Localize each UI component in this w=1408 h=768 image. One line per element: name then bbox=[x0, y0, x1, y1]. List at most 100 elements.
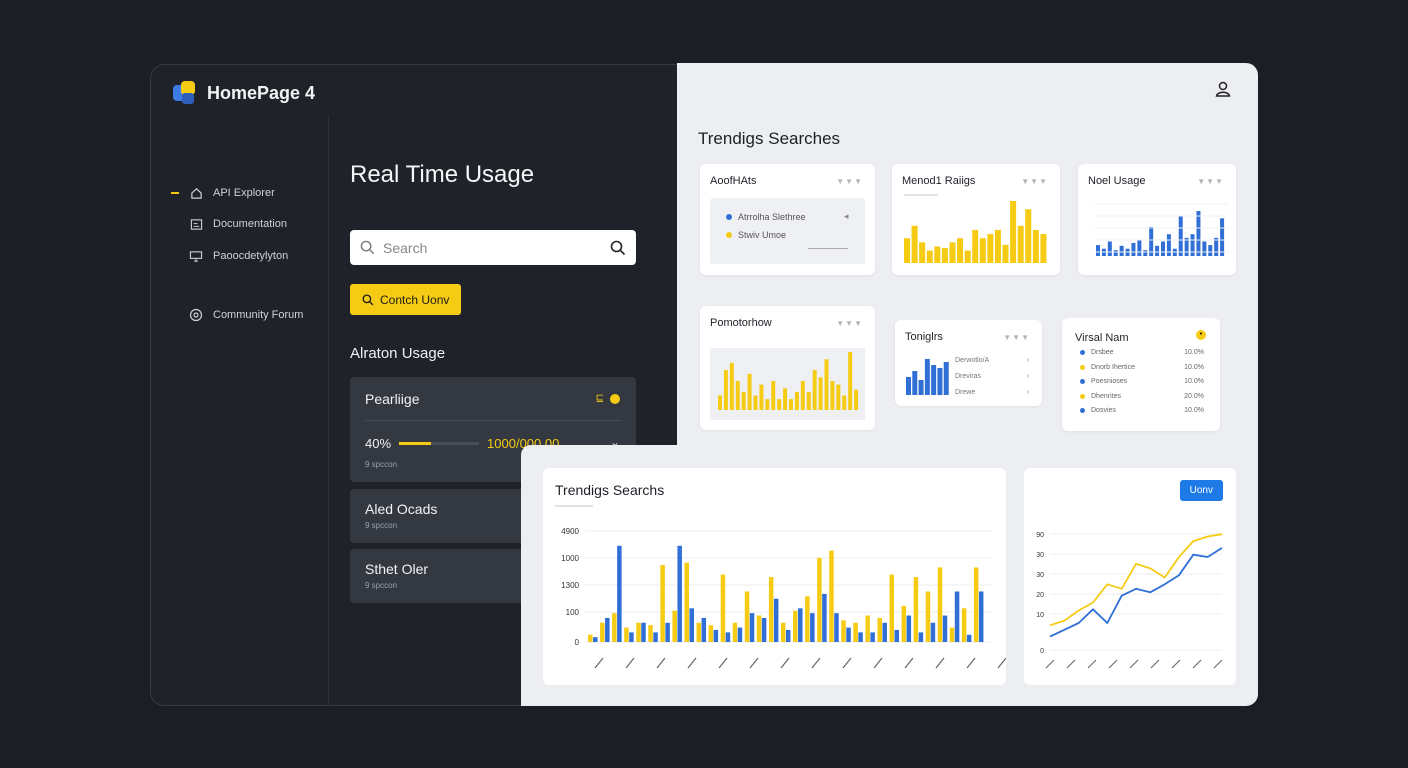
legend-item: Dnorb Ihertice 10.0% bbox=[1080, 364, 1204, 371]
bar bbox=[660, 565, 665, 642]
bar bbox=[1184, 237, 1189, 256]
card-menu[interactable]: ▼▼▼ bbox=[1021, 177, 1048, 186]
card-title: Virsal Nam bbox=[1075, 332, 1129, 344]
sidebar-item-label: Paoocdetylyton bbox=[213, 250, 289, 262]
bar bbox=[1143, 250, 1148, 256]
bar bbox=[957, 238, 964, 263]
x-tick-label bbox=[780, 657, 790, 669]
bar bbox=[930, 622, 936, 642]
bar bbox=[636, 622, 641, 642]
home-icon bbox=[189, 186, 203, 200]
legend-value: 10.0% bbox=[1184, 349, 1204, 356]
sidebar-item-paoocdetylyton[interactable]: Paoocdetylyton bbox=[171, 249, 288, 263]
card-title: Pomotorhow bbox=[710, 317, 772, 329]
bar-chart bbox=[904, 194, 1047, 263]
bar bbox=[806, 391, 811, 410]
circle-icon bbox=[189, 308, 203, 322]
legend-item: Dhenrites 20.0% bbox=[1080, 393, 1204, 400]
list-item[interactable]: Drewe › bbox=[955, 389, 1030, 396]
bar bbox=[924, 359, 930, 395]
line-chart: 90 30 30 20 10 0 bbox=[1036, 532, 1223, 669]
card-title: AoofHAts bbox=[710, 175, 757, 187]
x-tick-label bbox=[842, 657, 852, 669]
card-menu[interactable]: ▼▼▼ bbox=[1197, 177, 1224, 186]
sidebar-item-api-explorer[interactable]: API Explorer bbox=[171, 186, 275, 200]
bar bbox=[1208, 245, 1213, 256]
bar bbox=[641, 622, 646, 642]
bar bbox=[942, 615, 948, 642]
line-chart-card[interactable]: Uonv 90 30 30 20 10 0 bbox=[1024, 468, 1236, 685]
bar bbox=[848, 352, 853, 410]
card-title: Noel Usage bbox=[1088, 175, 1146, 187]
card-menu[interactable]: ▼▼▼ bbox=[1003, 333, 1030, 342]
bar bbox=[949, 627, 955, 642]
button-label: Contch Uonv bbox=[380, 292, 450, 307]
bar bbox=[961, 608, 967, 642]
trending-searches-card[interactable]: Trendigs Searchs 4900 1000 1300 100 0 bbox=[543, 468, 1006, 685]
x-tick-label bbox=[904, 657, 914, 669]
bar bbox=[749, 613, 755, 642]
mini-card-virsal-nam[interactable]: Virsal Nam • Drsbee 10.0% Dnorb Ihertice 10… bbox=[1062, 318, 1220, 431]
bulb-icon: • bbox=[1196, 330, 1206, 340]
bar bbox=[1010, 201, 1017, 263]
card-title: Menod1 Raiigs bbox=[902, 175, 976, 187]
y-tick-label: 30 bbox=[1036, 572, 1044, 579]
mini-card-pomotorhow[interactable]: Pomotorhow ▼▼▼ bbox=[700, 306, 875, 430]
list-item[interactable]: Derwotlo/A › bbox=[955, 357, 1030, 364]
card-menu[interactable]: ▼▼▼ bbox=[836, 177, 863, 186]
bar bbox=[1190, 234, 1195, 256]
bar bbox=[894, 629, 900, 642]
bar bbox=[785, 629, 791, 642]
search-input[interactable] bbox=[383, 239, 602, 256]
bar bbox=[1113, 250, 1118, 256]
mini-card-toniglrs[interactable]: Toniglrs ▼▼▼ Derwotlo/A › Dreviras › Drewe… bbox=[895, 320, 1042, 406]
card-menu[interactable]: ▼▼▼ bbox=[836, 319, 863, 328]
search-submit-icon[interactable] bbox=[610, 240, 626, 256]
x-tick-label bbox=[1150, 659, 1160, 669]
mini-card-aoofhats[interactable]: AoofHAts ▼▼▼ Atrrolha Slethree ◂ Stwiv U… bbox=[700, 164, 875, 275]
series-line bbox=[1049, 533, 1223, 627]
bar bbox=[771, 381, 776, 410]
bar bbox=[805, 596, 810, 642]
legend-dot bbox=[1080, 408, 1085, 413]
bar bbox=[882, 622, 887, 642]
bar bbox=[834, 613, 839, 642]
search-action-button[interactable]: Contch Uonv bbox=[350, 284, 462, 315]
status-icon: ⊑ bbox=[595, 393, 604, 404]
view-button[interactable]: Uonv bbox=[1179, 480, 1223, 501]
bar bbox=[768, 577, 774, 642]
progress-percent: 40% bbox=[365, 436, 392, 451]
bar bbox=[723, 370, 728, 410]
chevron-down-icon[interactable]: ⌄ bbox=[609, 435, 620, 449]
bar bbox=[889, 574, 895, 642]
bar-chart bbox=[1094, 203, 1228, 256]
bar bbox=[842, 395, 847, 410]
legend-value: 10.0% bbox=[1184, 407, 1204, 414]
brand: HomePage 4 bbox=[173, 81, 315, 105]
bar bbox=[1149, 226, 1154, 256]
sidebar-item-community-forum[interactable]: Community Forum bbox=[171, 308, 303, 322]
x-tick-label bbox=[656, 657, 666, 669]
bar bbox=[756, 615, 762, 642]
sidebar-item-documentation[interactable]: Documentation bbox=[171, 217, 287, 231]
bar bbox=[677, 545, 682, 642]
bar bbox=[941, 248, 948, 263]
search-bar[interactable] bbox=[350, 230, 636, 265]
legend-value: 10.0% bbox=[1184, 363, 1204, 371]
list-item[interactable]: Dreviras › bbox=[955, 373, 1030, 380]
bar bbox=[773, 598, 779, 642]
legend-item: Dosvies 10.0% bbox=[1080, 407, 1204, 414]
bar bbox=[696, 622, 702, 642]
bar bbox=[605, 617, 610, 642]
bar bbox=[926, 250, 933, 263]
x-tick-label bbox=[625, 657, 635, 669]
search-icon bbox=[362, 293, 374, 305]
user-icon[interactable] bbox=[1214, 80, 1232, 98]
mini-card-noel-usage[interactable]: Noel Usage ▼▼▼ bbox=[1078, 164, 1236, 275]
mini-card-menod-raiigs[interactable]: Menod1 Raiigs ▼▼▼ bbox=[892, 164, 1060, 275]
bar bbox=[761, 617, 767, 642]
x-tick-label bbox=[966, 657, 976, 669]
bar bbox=[747, 373, 752, 410]
y-tick-label: 4900 bbox=[561, 527, 579, 536]
bar bbox=[689, 608, 694, 642]
